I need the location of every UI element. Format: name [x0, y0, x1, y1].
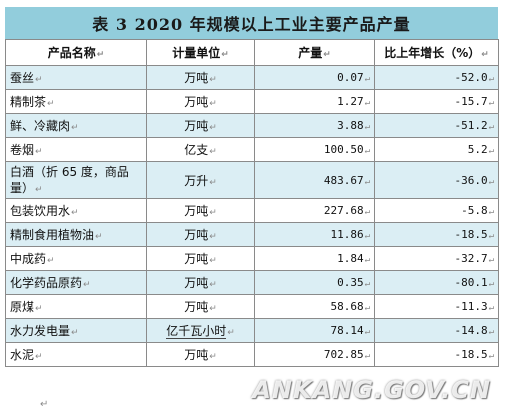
product-name-cell: 卷烟↵ [5, 137, 147, 162]
output-cell: 702.85↵ [254, 342, 375, 367]
growth-cell: -36.0↵ [374, 161, 499, 199]
column-header: 比上年增长（%）↵ [374, 39, 499, 66]
output-cell: 1.27↵ [254, 89, 375, 114]
table-row: 化学药品原药↵ 万吨↵ 0.35↵ -80.1↵ [5, 270, 499, 295]
table-row: 水泥↵ 万吨↵ 702.85↵ -18.5↵ [5, 342, 499, 367]
unit-cell: 万吨↵ [146, 246, 255, 271]
unit-cell: 万吨↵ [146, 89, 255, 114]
output-cell: 78.14↵ [254, 318, 375, 343]
column-header: 产量↵ [254, 39, 375, 66]
product-name-cell: 中成药↵ [5, 246, 147, 271]
table-title-bar: 表 3 2020 年规模以上工业主要产品产量 [5, 7, 498, 39]
unit-cell: 万吨↵ [146, 294, 255, 319]
table-row: 水力发电量↵ 亿千瓦小时↵ 78.14↵ -14.8↵ [5, 318, 499, 343]
unit-cell: 万升↵ [146, 161, 255, 199]
product-name-cell: 化学药品原药↵ [5, 270, 147, 295]
output-cell: 227.68↵ [254, 198, 375, 223]
production-table: 产品名称↵ 计量单位↵ 产量↵ 比上年增长（%）↵ 蚕丝↵ 万吨↵ 0.07↵ … [5, 39, 499, 367]
site-watermark: ANKANG.GOV.CN [252, 376, 491, 404]
product-name-cell: 水泥↵ [5, 342, 147, 367]
unit-cell: 亿千瓦小时↵ [146, 318, 255, 343]
product-name-cell: 蚕丝↵ [5, 65, 147, 90]
growth-cell: -52.0↵ [374, 65, 499, 90]
output-cell: 11.86↵ [254, 222, 375, 247]
growth-cell: -14.8↵ [374, 318, 499, 343]
output-cell: 100.50↵ [254, 137, 375, 162]
table-row: 精制食用植物油↵ 万吨↵ 11.86↵ -18.5↵ [5, 222, 499, 247]
table-row: 精制茶↵ 万吨↵ 1.27↵ -15.7↵ [5, 89, 499, 114]
output-cell: 0.07↵ [254, 65, 375, 90]
output-cell: 0.35↵ [254, 270, 375, 295]
table-row: 蚕丝↵ 万吨↵ 0.07↵ -52.0↵ [5, 65, 499, 90]
output-cell: 58.68↵ [254, 294, 375, 319]
product-name-cell: 精制食用植物油↵ [5, 222, 147, 247]
growth-cell: -32.7↵ [374, 246, 499, 271]
table-row: 卷烟↵ 亿支↵ 100.50↵ 5.2↵ [5, 137, 499, 162]
table-row: 原煤↵ 万吨↵ 58.68↵ -11.3↵ [5, 294, 499, 319]
unit-cell: 万吨↵ [146, 342, 255, 367]
table-row: 鲜、冷藏肉↵ 万吨↵ 3.88↵ -51.2↵ [5, 113, 499, 138]
growth-cell: 5.2↵ [374, 137, 499, 162]
unit-cell: 亿支↵ [146, 137, 255, 162]
unit-cell: 万吨↵ [146, 270, 255, 295]
product-name-cell: 原煤↵ [5, 294, 147, 319]
output-cell: 1.84↵ [254, 246, 375, 271]
product-name-cell: 鲜、冷藏肉↵ [5, 113, 147, 138]
product-name-cell: 精制茶↵ [5, 89, 147, 114]
growth-cell: -5.8↵ [374, 198, 499, 223]
growth-cell: -15.7↵ [374, 89, 499, 114]
product-name-cell: 水力发电量↵ [5, 318, 147, 343]
paragraph-mark: ↵ [40, 399, 49, 410]
unit-cell: 万吨↵ [146, 222, 255, 247]
growth-cell: -51.2↵ [374, 113, 499, 138]
product-name-cell: 白酒（折 65 度，商品量）↵ [5, 161, 147, 199]
table-title: 表 3 2020 年规模以上工业主要产品产量 [92, 15, 411, 34]
table-row: 包装饮用水↵ 万吨↵ 227.68↵ -5.8↵ [5, 198, 499, 223]
output-cell: 483.67↵ [254, 161, 375, 199]
table-row: 中成药↵ 万吨↵ 1.84↵ -32.7↵ [5, 246, 499, 271]
column-header: 计量单位↵ [146, 39, 255, 66]
growth-cell: -18.5↵ [374, 222, 499, 247]
unit-cell: 万吨↵ [146, 113, 255, 138]
table-header-row: 产品名称↵ 计量单位↵ 产量↵ 比上年增长（%）↵ [5, 39, 499, 66]
unit-cell: 万吨↵ [146, 198, 255, 223]
growth-cell: -80.1↵ [374, 270, 499, 295]
product-name-cell: 包装饮用水↵ [5, 198, 147, 223]
unit-cell: 万吨↵ [146, 65, 255, 90]
column-header: 产品名称↵ [5, 39, 147, 66]
output-cell: 3.88↵ [254, 113, 375, 138]
table-row: 白酒（折 65 度，商品量）↵ 万升↵ 483.67↵ -36.0↵ [5, 161, 499, 199]
growth-cell: -18.5↵ [374, 342, 499, 367]
growth-cell: -11.3↵ [374, 294, 499, 319]
